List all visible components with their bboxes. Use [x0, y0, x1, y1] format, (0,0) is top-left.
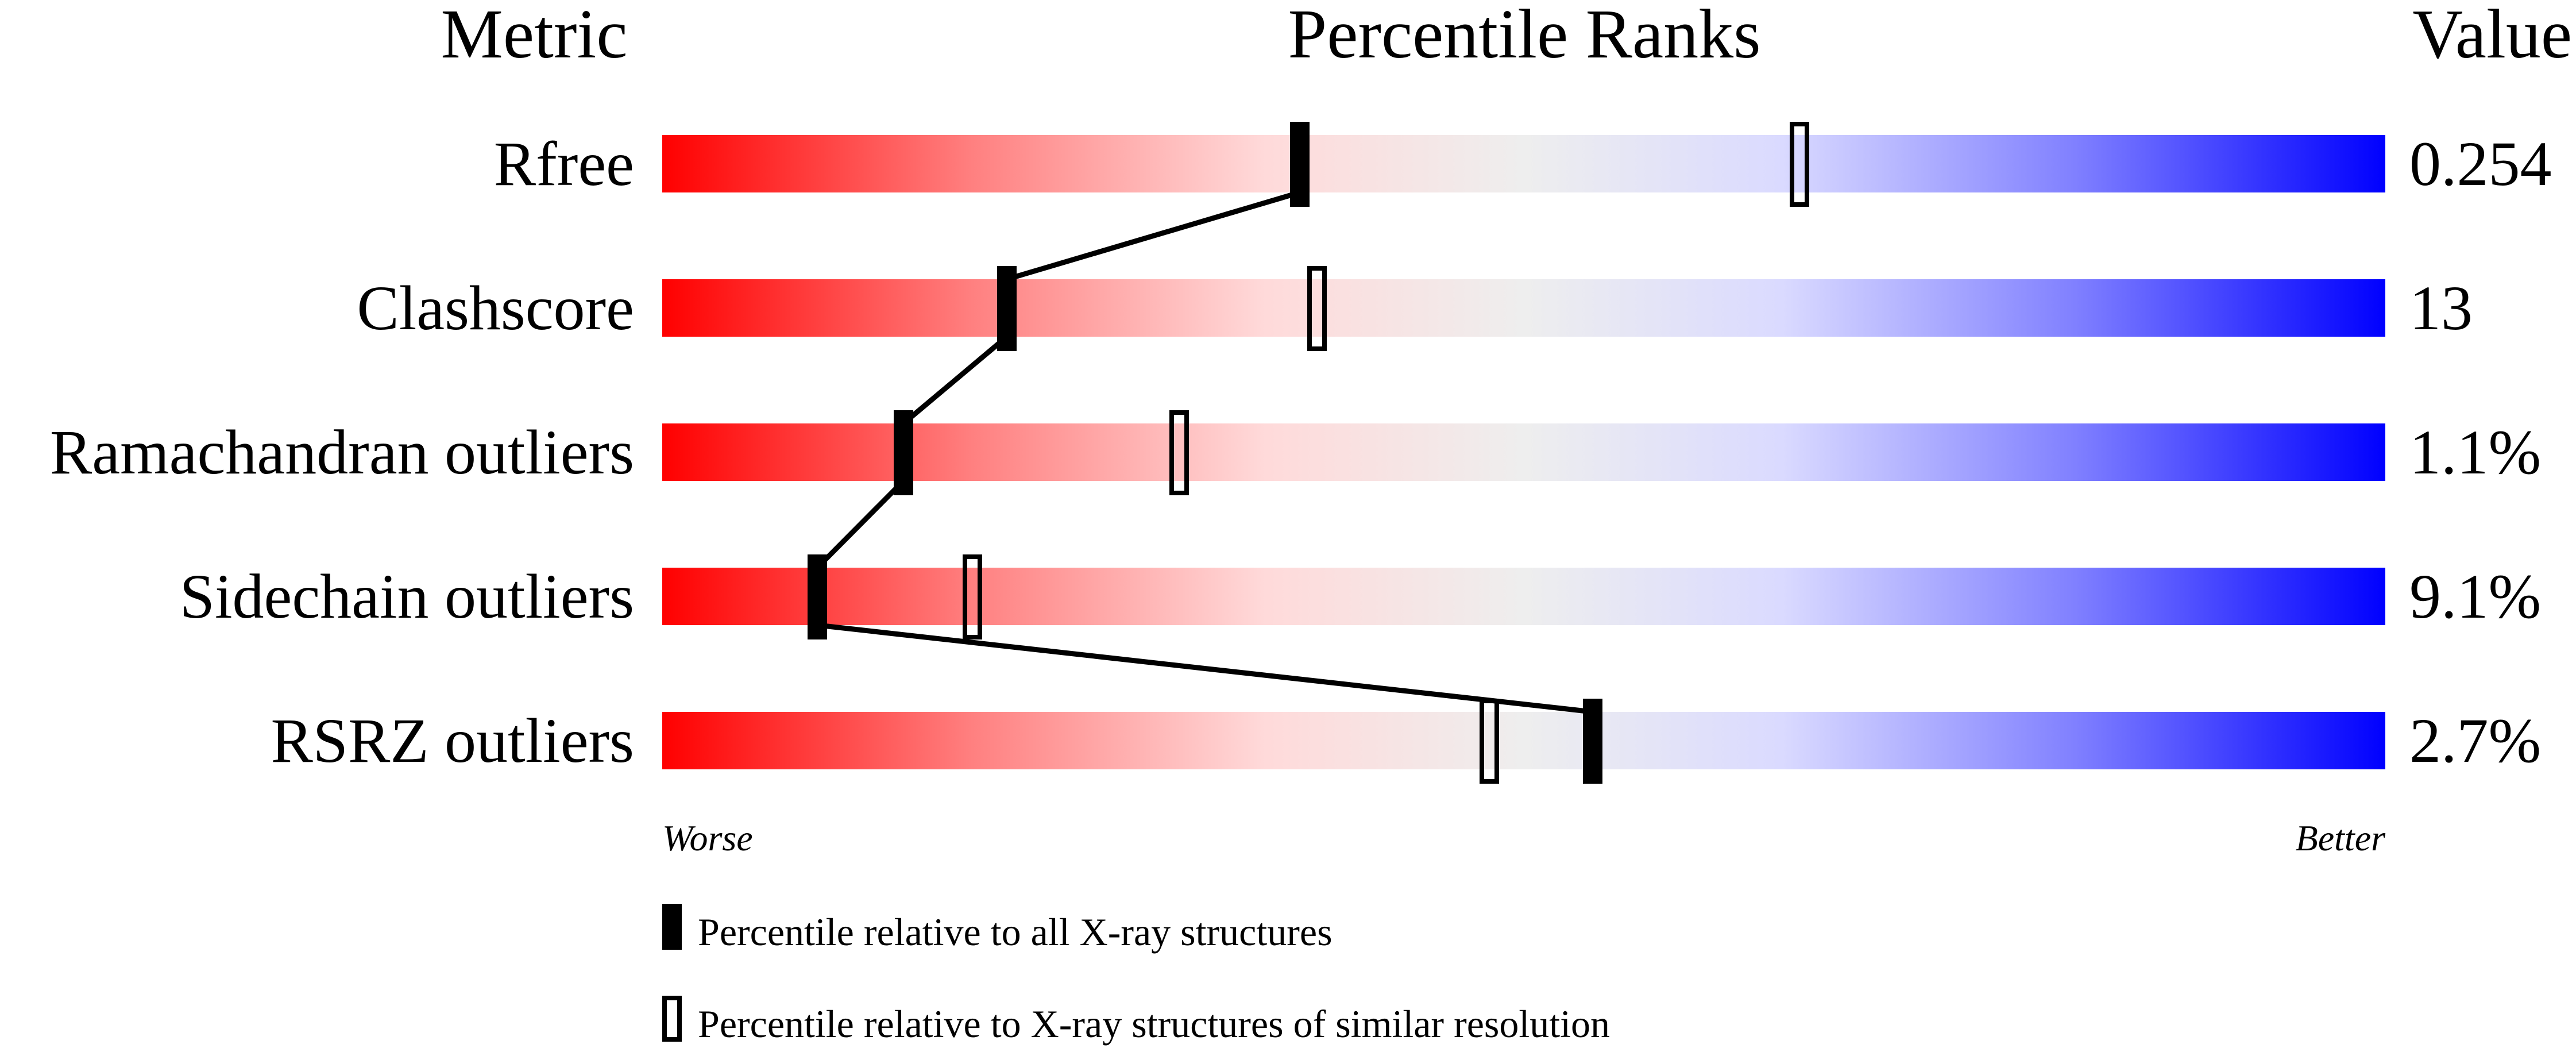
percentile-bar	[662, 568, 2385, 625]
header-percentile-ranks: Percentile Ranks	[1288, 0, 1760, 73]
percentile-bar	[662, 135, 2385, 192]
marker-all-structures	[1583, 699, 1602, 784]
connector-lines	[815, 190, 1593, 715]
marker-all-structures	[894, 410, 913, 495]
legend-label-similar: Percentile relative to X-ray structures …	[698, 1002, 1610, 1046]
marker-all-structures	[808, 554, 827, 639]
legend-filled-marker	[662, 904, 682, 950]
axis-better-label: Better	[2296, 818, 2386, 858]
percentile-bar	[662, 423, 2385, 481]
axis-worse-label: Worse	[662, 818, 753, 858]
metric-label: Sidechain outliers	[180, 561, 634, 631]
markers	[808, 122, 1809, 784]
metric-value: 1.1%	[2409, 417, 2541, 487]
connector-line	[817, 622, 1593, 715]
marker-similar-resolution	[1307, 266, 1327, 351]
metric-label: Ramachandran outliers	[50, 417, 634, 487]
legend-label-all: Percentile relative to all X-ray structu…	[698, 910, 1333, 954]
metric-label: Clashscore	[357, 273, 634, 343]
marker-similar-resolution	[1169, 410, 1189, 495]
metric-value: 13	[2409, 273, 2473, 343]
connector-line	[902, 334, 1009, 426]
marker-similar-resolution	[1790, 122, 1809, 207]
header-value: Value	[2412, 0, 2572, 73]
marker-all-structures	[997, 266, 1017, 351]
metric-rows: Rfree 0.254 Clashscore 13 Ramachandran outli…	[50, 129, 2552, 776]
metric-label: RSRZ outliers	[271, 706, 634, 776]
metric-value: 2.7%	[2409, 706, 2541, 776]
percentile-bar	[662, 279, 2385, 337]
legend-open-marker	[662, 996, 682, 1042]
connector-line	[1006, 190, 1301, 282]
metric-label: Rfree	[494, 129, 634, 199]
marker-all-structures	[1290, 122, 1310, 207]
header-metric: Metric	[441, 0, 627, 73]
marker-similar-resolution	[1480, 699, 1499, 784]
percentile-bar	[662, 712, 2385, 769]
metric-value: 0.254	[2409, 129, 2552, 199]
marker-similar-resolution	[963, 554, 982, 639]
metric-value: 9.1%	[2409, 561, 2541, 631]
connector-line	[815, 479, 906, 570]
